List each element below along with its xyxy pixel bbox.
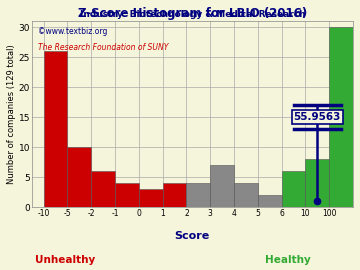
- Y-axis label: Number of companies (129 total): Number of companies (129 total): [7, 44, 16, 184]
- Bar: [282, 171, 305, 207]
- Bar: [234, 183, 258, 207]
- Bar: [210, 165, 234, 207]
- Title: Z-Score Histogram for LBIO (2016): Z-Score Histogram for LBIO (2016): [78, 7, 307, 20]
- Bar: [139, 189, 163, 207]
- Bar: [67, 147, 91, 207]
- Text: 55.9563: 55.9563: [294, 112, 341, 122]
- Bar: [305, 159, 329, 207]
- Bar: [163, 183, 186, 207]
- Bar: [115, 183, 139, 207]
- Text: The Research Foundation of SUNY: The Research Foundation of SUNY: [38, 43, 168, 52]
- Text: Healthy: Healthy: [265, 255, 311, 265]
- Bar: [44, 51, 67, 207]
- Text: ©www.textbiz.org: ©www.textbiz.org: [38, 27, 107, 36]
- X-axis label: Score: Score: [175, 231, 210, 241]
- Bar: [329, 27, 353, 207]
- Text: Unhealthy: Unhealthy: [35, 255, 95, 265]
- Bar: [186, 183, 210, 207]
- Text: Industry: Biotechnology & Medical Research: Industry: Biotechnology & Medical Resear…: [80, 10, 305, 19]
- Bar: [258, 195, 282, 207]
- Bar: [91, 171, 115, 207]
